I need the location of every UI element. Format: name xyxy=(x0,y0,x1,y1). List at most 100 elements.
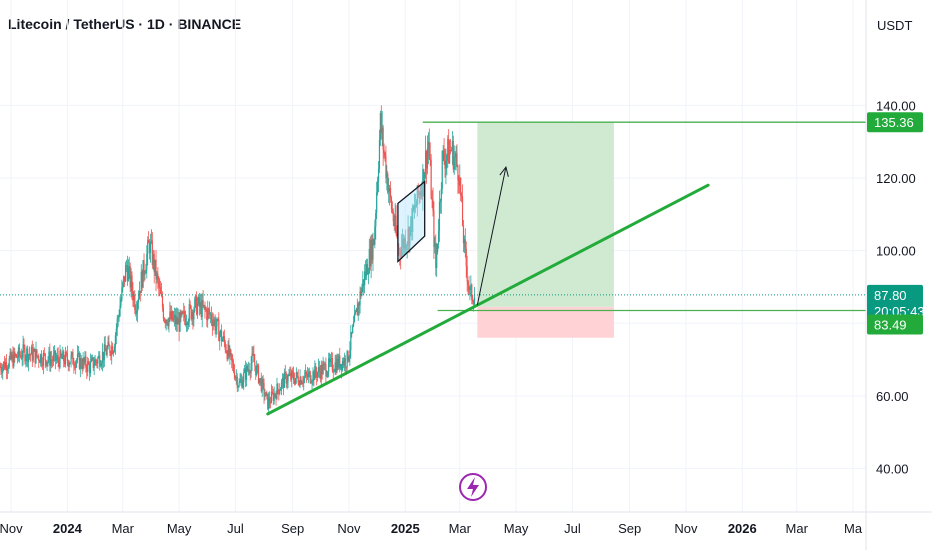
candle-body xyxy=(202,299,204,307)
candle-body xyxy=(115,328,117,336)
candle-body xyxy=(229,349,231,357)
currency-label[interactable]: USDT xyxy=(877,18,913,33)
candle-body xyxy=(304,372,307,377)
candle-body xyxy=(7,367,9,369)
candle-body xyxy=(461,195,463,197)
candle-body xyxy=(36,349,38,356)
candle-body xyxy=(471,284,473,300)
candle-body xyxy=(312,371,314,382)
candle-body xyxy=(46,361,48,366)
candle-body xyxy=(76,360,78,363)
candle-body xyxy=(451,141,453,151)
candle-body xyxy=(401,246,403,258)
candle-body xyxy=(346,351,348,368)
candle-body xyxy=(280,388,282,391)
x-tick-label: Mar xyxy=(449,521,472,536)
lightning-icon[interactable] xyxy=(459,473,487,501)
candle-body xyxy=(281,377,284,382)
candle-body xyxy=(233,371,236,379)
candle-body xyxy=(299,377,301,386)
position-zones xyxy=(477,122,614,338)
candle-body xyxy=(18,347,20,356)
candle-body xyxy=(79,357,81,369)
candle-body xyxy=(452,141,454,170)
candle-body xyxy=(102,351,105,361)
candle-body xyxy=(310,382,312,384)
candle-body xyxy=(142,260,144,288)
candle-body xyxy=(207,308,209,321)
candle-body xyxy=(454,156,456,158)
candle-body xyxy=(244,368,247,380)
candle-body xyxy=(349,350,351,357)
candle-body xyxy=(151,240,153,266)
candle-body xyxy=(435,243,437,268)
candle-body xyxy=(127,268,129,281)
candle-body xyxy=(433,210,435,247)
candle-body xyxy=(211,320,213,327)
candle-body xyxy=(73,364,75,367)
candle-body xyxy=(363,279,365,286)
candle-body xyxy=(237,386,239,388)
candle-body xyxy=(293,379,296,384)
candle-body xyxy=(44,353,46,361)
stop-zone xyxy=(477,306,614,338)
candle-body xyxy=(432,199,434,211)
candle-body xyxy=(63,351,65,362)
candle-body xyxy=(298,382,300,386)
candle-body xyxy=(307,373,309,378)
candle-body xyxy=(154,259,156,273)
candle-body xyxy=(149,241,152,253)
candle-body xyxy=(254,362,256,366)
support-price-badge-bg xyxy=(867,314,923,335)
candle-body xyxy=(162,307,165,319)
candle-body xyxy=(163,318,165,322)
candle-body xyxy=(446,155,448,161)
candle-body xyxy=(334,362,336,372)
candle-body xyxy=(196,304,199,315)
chart-drawings xyxy=(0,121,866,416)
candle-body xyxy=(324,363,326,365)
candle-body xyxy=(76,353,79,361)
candle-body xyxy=(84,356,86,363)
candle-body xyxy=(160,293,163,297)
candle-body xyxy=(239,380,241,383)
candle-body xyxy=(379,113,381,141)
candle-body xyxy=(68,363,70,367)
candle-body xyxy=(33,348,35,352)
candle-body xyxy=(136,311,138,314)
candle-body xyxy=(322,364,324,375)
current-price-badge-bg xyxy=(867,284,923,321)
candle-body xyxy=(445,160,447,169)
candle-body xyxy=(232,360,234,364)
candle-body xyxy=(112,346,114,354)
candle-body xyxy=(354,311,357,314)
candle-body xyxy=(325,364,327,377)
candle-body xyxy=(316,372,319,378)
candle-body xyxy=(311,381,313,383)
candle-body xyxy=(359,291,361,306)
candle-body xyxy=(94,359,96,366)
candle-body xyxy=(6,368,8,371)
candle-body xyxy=(71,352,73,356)
candle-body xyxy=(387,173,389,193)
candle-body xyxy=(141,271,143,288)
candle-body xyxy=(119,305,121,316)
candle-body xyxy=(85,356,87,368)
candle-body xyxy=(206,310,208,321)
candle-body xyxy=(226,352,228,360)
candle-body xyxy=(25,357,27,362)
candle-body xyxy=(399,249,401,255)
candle-body xyxy=(389,187,391,192)
candle-body xyxy=(175,316,177,325)
projection-arrow-head xyxy=(499,165,509,177)
candle-body xyxy=(146,254,148,270)
candle-body xyxy=(285,373,287,384)
candle-body xyxy=(197,297,200,305)
candle-body xyxy=(203,305,205,307)
candle-body xyxy=(69,362,71,364)
candle-body xyxy=(126,265,129,281)
candle-body xyxy=(57,355,59,361)
time-axis: Nov 2024 Mar May Jul Sep Nov 2025 Mar May Jul Sep No… xyxy=(0,511,932,536)
